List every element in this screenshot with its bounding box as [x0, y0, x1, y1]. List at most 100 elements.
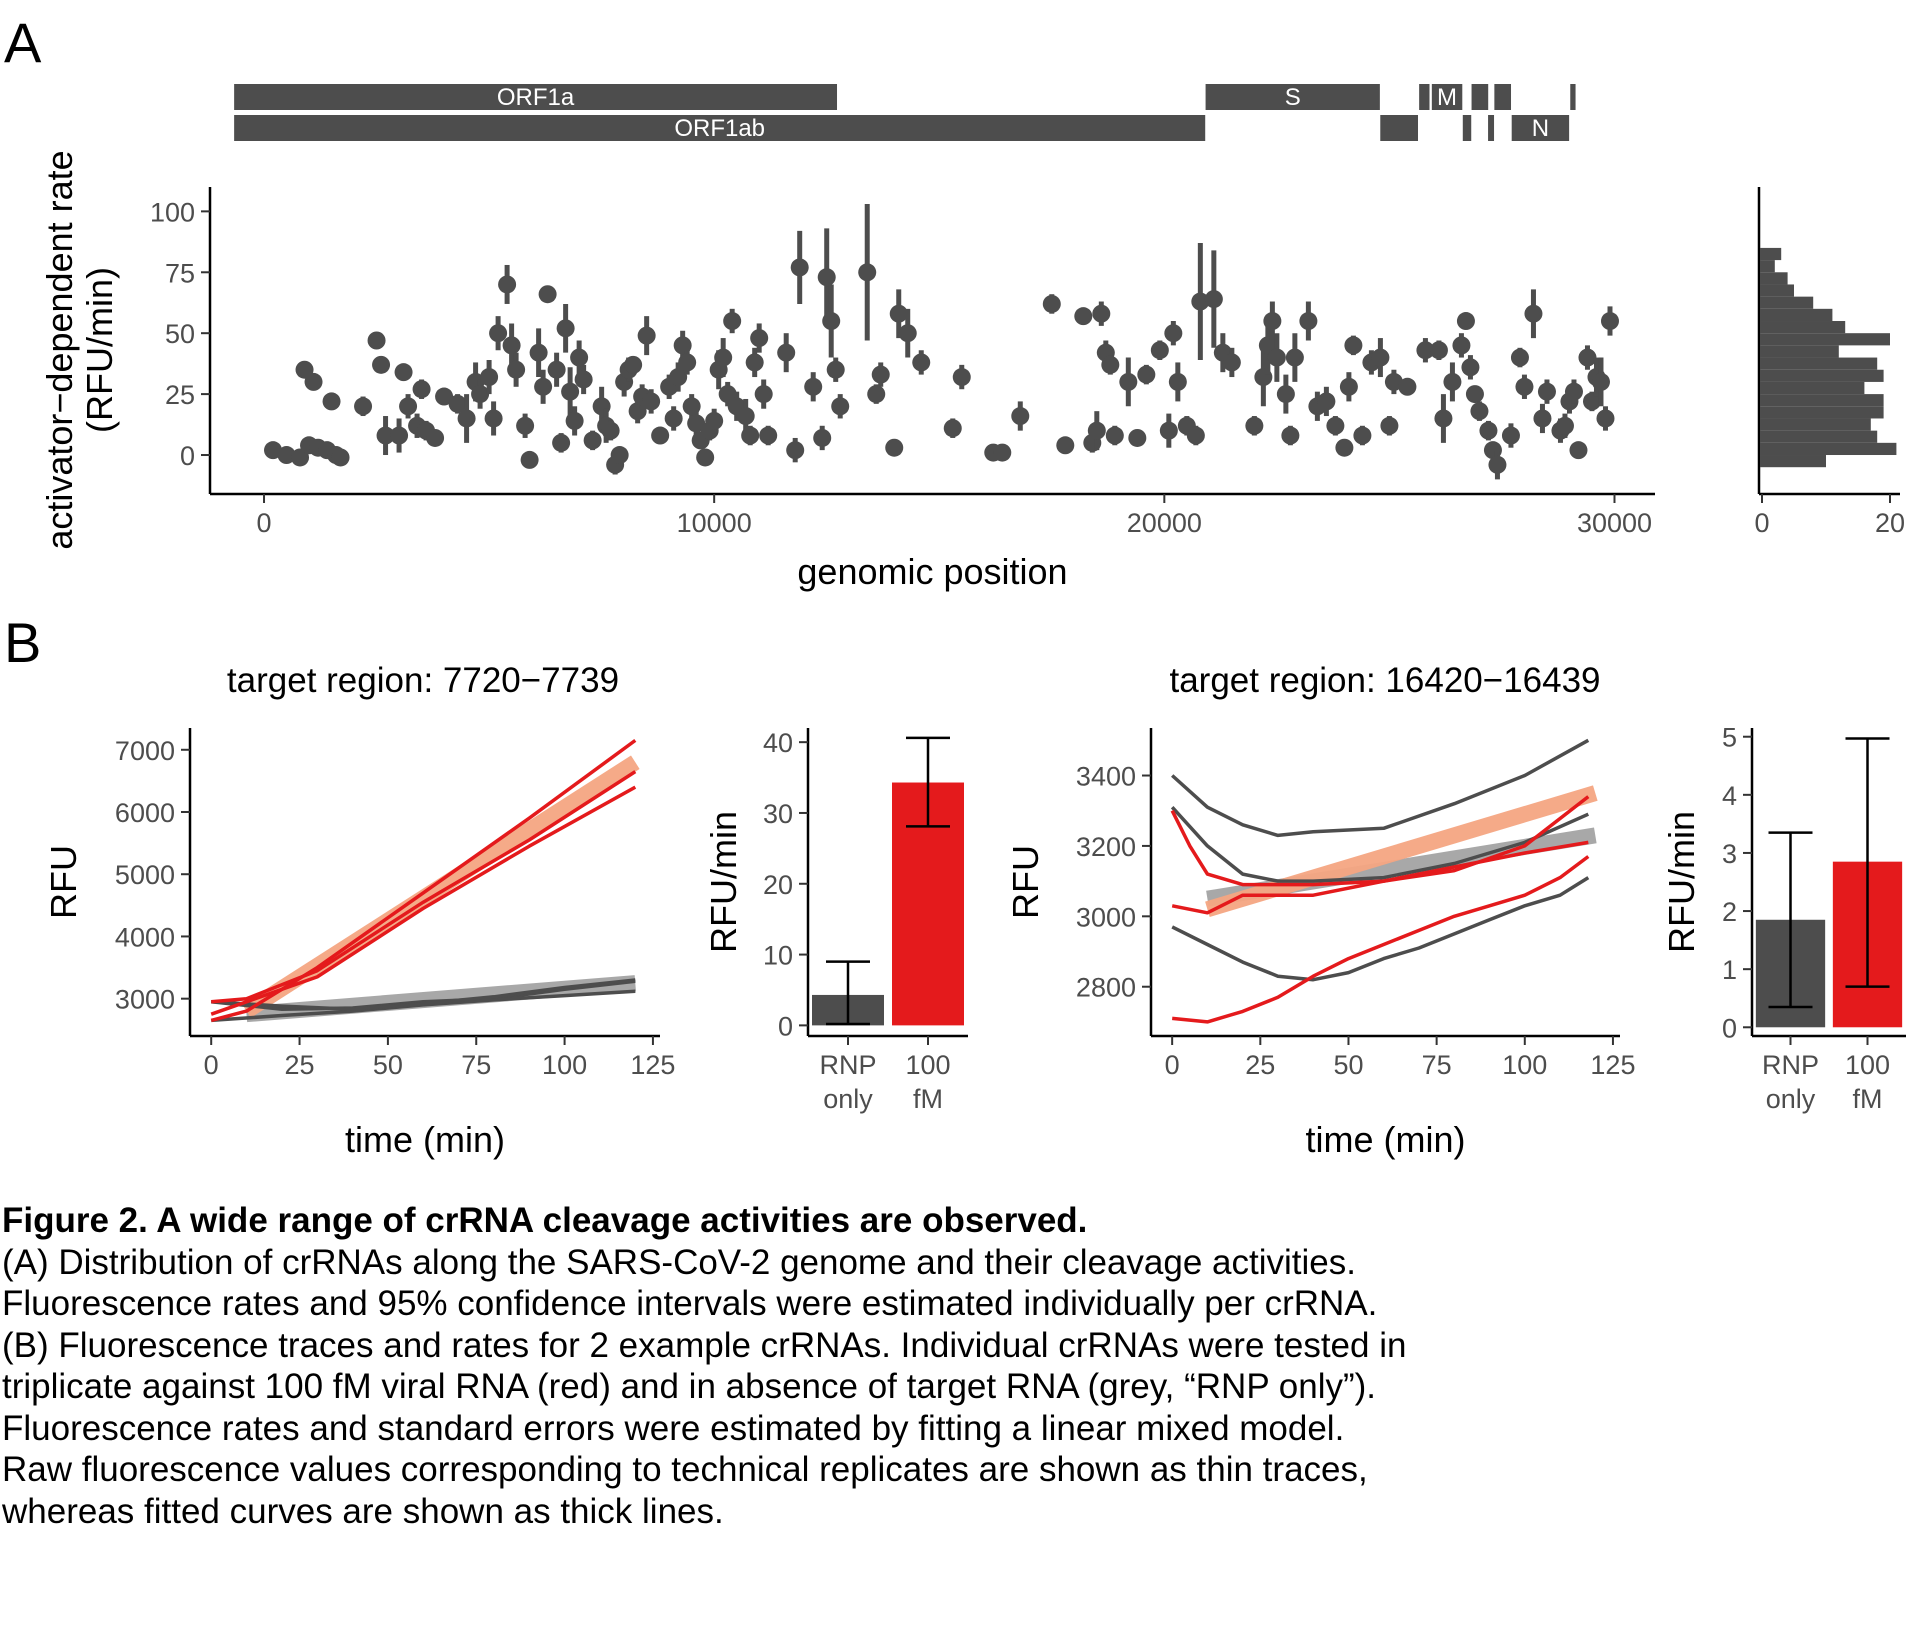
y-tick-label: 0 — [778, 1011, 793, 1041]
data-point — [1092, 304, 1111, 323]
gene-block — [1205, 84, 1380, 110]
y-tick-label: 10 — [763, 941, 793, 971]
data-point — [372, 355, 391, 374]
data-point — [1465, 385, 1484, 404]
data-point — [777, 343, 796, 362]
data-point — [390, 426, 409, 445]
panel-title: target region: 7720−7739 — [227, 661, 619, 700]
y-axis-title: activator−dependent rate — [39, 150, 80, 549]
x-tick-label: 100 — [542, 1050, 587, 1080]
activity-scatter-plot: 0 25 50 75 100 0 10000 20000 30000 genomic positi… — [39, 150, 1655, 592]
x-tick-label: 50 — [1333, 1050, 1363, 1080]
data-point — [1191, 292, 1210, 311]
x-tick-label: 0 — [204, 1050, 219, 1080]
data-point — [637, 326, 656, 345]
data-point — [448, 394, 467, 413]
trace-rnp-only — [211, 979, 636, 1011]
data-point — [552, 433, 571, 452]
histogram-bar — [1760, 247, 1782, 261]
data-point — [1479, 421, 1498, 440]
y-tick-label: 0 — [1722, 1013, 1737, 1043]
gene-label: S — [1285, 84, 1301, 111]
data-point — [471, 385, 490, 404]
data-point — [790, 258, 809, 277]
data-point — [664, 409, 683, 428]
y-axis-title: RFU — [1005, 845, 1046, 919]
x-axis-title: time (min) — [1306, 1119, 1466, 1160]
data-point — [1042, 294, 1061, 313]
y-tick-label: 100 — [150, 197, 195, 227]
data-point — [1452, 336, 1471, 355]
data-point — [1537, 382, 1556, 401]
rate-bar-chart-2: 0 1 2 3 4 5 RNP only 100 fM RFU/min — [1661, 723, 1906, 1114]
data-point — [943, 419, 962, 438]
y-tick-label: 3000 — [1076, 902, 1136, 932]
data-point — [574, 370, 593, 389]
panel-label-a: A — [4, 11, 42, 74]
data-point — [367, 331, 386, 350]
data-point — [1416, 341, 1435, 360]
trace-target — [1171, 840, 1589, 915]
data-point — [1524, 304, 1543, 323]
y-tick-label: 50 — [165, 319, 195, 349]
y-tick-label: 1 — [1722, 955, 1737, 985]
data-point — [534, 377, 553, 396]
data-point — [1335, 438, 1354, 457]
data-point — [1263, 312, 1282, 331]
data-point — [1501, 426, 1520, 445]
gene-block — [1431, 84, 1463, 110]
data-point — [786, 441, 805, 460]
x-tick-label: 10000 — [677, 508, 752, 538]
y-tick-label: 30 — [763, 799, 793, 829]
data-point — [831, 397, 850, 416]
y-axis-title: RFU/min — [703, 811, 744, 953]
gene-block — [1419, 84, 1430, 110]
data-point — [1533, 409, 1552, 428]
data-point — [322, 392, 341, 411]
data-point — [993, 443, 1012, 462]
histogram-bar — [1760, 394, 1884, 407]
histogram-bar — [1760, 455, 1826, 468]
data-point — [1488, 455, 1507, 474]
data-point — [484, 409, 503, 428]
y-tick-label: 3000 — [115, 985, 175, 1015]
gene-block — [1511, 115, 1570, 141]
y-tick-label: 2 — [1722, 897, 1737, 927]
x-tick-label: only — [823, 1084, 873, 1114]
data-point — [412, 380, 431, 399]
caption-line: triplicate against 100 fM viral RNA (red… — [2, 1367, 1377, 1406]
histogram-bar — [1760, 308, 1833, 322]
x-tick-label: 125 — [630, 1050, 675, 1080]
data-point — [1582, 392, 1601, 411]
data-point — [561, 382, 580, 401]
data-point — [1222, 353, 1241, 372]
trace-target — [1170, 795, 1590, 887]
data-point — [912, 353, 931, 372]
x-tick-label: RNP — [819, 1050, 876, 1080]
x-tick-label: 75 — [461, 1050, 491, 1080]
data-point — [547, 360, 566, 379]
y-tick-label: 5000 — [115, 860, 175, 890]
genome-map: ORF1a ORF1ab S M N — [234, 84, 1576, 142]
gene-block — [1380, 115, 1419, 141]
data-point — [394, 363, 413, 382]
data-point — [529, 343, 548, 362]
data-point — [1461, 358, 1480, 377]
trace-plot-2: 2800 3000 3200 3400 0 25 50 75 100 125 target regi… — [1005, 661, 1635, 1160]
data-point — [1398, 377, 1417, 396]
data-point — [457, 409, 476, 428]
data-point — [669, 368, 688, 387]
caption-line: (B) Fluorescence traces and rates for 2 … — [2, 1325, 1407, 1365]
data-point — [1285, 348, 1304, 367]
data-point — [885, 438, 904, 457]
y-axis-title: RFU — [43, 845, 84, 919]
panel-label-b: B — [4, 611, 41, 674]
data-point — [354, 397, 373, 416]
panel-title: target region: 16420−16439 — [1169, 661, 1600, 700]
x-tick-label: 20000 — [1127, 508, 1202, 538]
data-point — [705, 411, 724, 430]
data-point — [1339, 377, 1358, 396]
y-tick-label: 6000 — [115, 798, 175, 828]
x-tick-label: 100 — [1502, 1050, 1547, 1080]
histogram-bar — [1760, 381, 1865, 395]
